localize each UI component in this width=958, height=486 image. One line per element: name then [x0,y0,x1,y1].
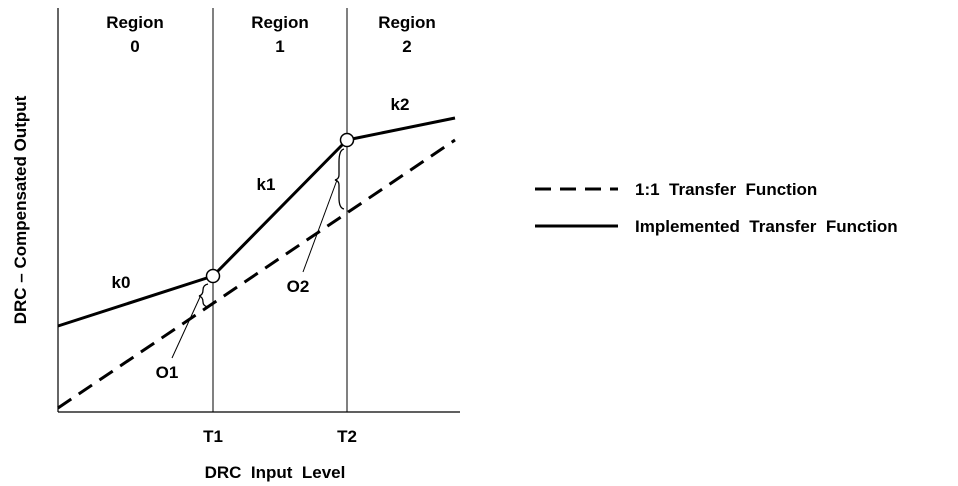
t1-breakpoint-marker [205,268,221,284]
o2-offset-brace [334,148,345,210]
t2-threshold-label: T2 [337,427,357,446]
o2-leader-line [302,179,338,273]
region-1-label: Region [251,13,309,32]
implemented-transfer-line [57,116,456,328]
y-axis-title: DRC – Compensated Output [11,95,30,324]
k2-slope-label: k2 [391,95,410,114]
k0-slope-label: k0 [112,273,131,292]
x-axis-title: DRC Input Level [205,463,346,482]
o1-offset-brace [198,283,209,308]
o1-offset-label: O1 [156,363,179,382]
t1-threshold-label: T1 [203,427,223,446]
region-0-label: Region [106,13,164,32]
region-1-index: 1 [275,37,284,56]
t2-breakpoint-marker [339,132,355,148]
region-0-index: 0 [130,37,139,56]
region-2-label: Region [378,13,436,32]
k1-slope-label: k1 [257,175,276,194]
o2-offset-label: O2 [287,277,310,296]
legend-dashed-label: 1:1 Transfer Function [635,180,817,199]
legend-solid-label: Implemented Transfer Function [635,217,898,236]
unity-transfer-line [57,138,456,410]
o1-leader-line [171,296,201,359]
region-2-index: 2 [402,37,411,56]
